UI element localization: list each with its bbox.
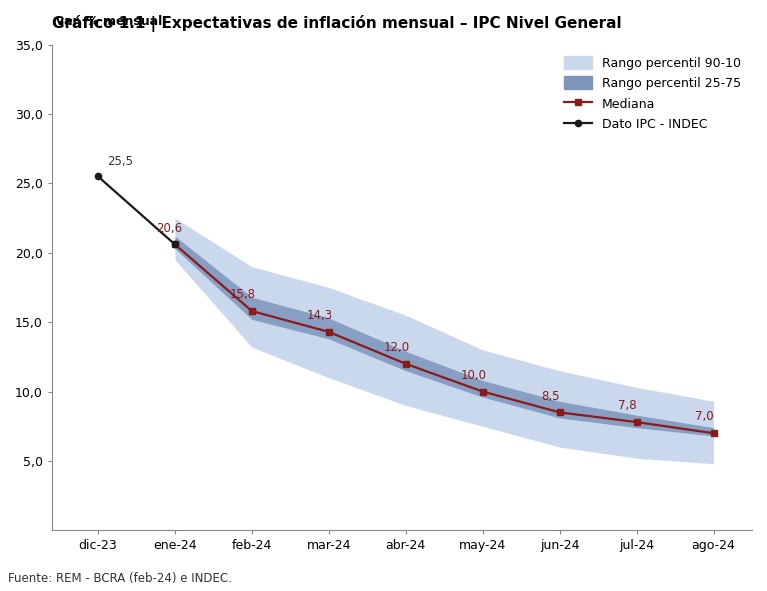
Text: 15,8: 15,8: [229, 288, 255, 301]
Text: 20,6: 20,6: [156, 222, 182, 235]
Text: 8,5: 8,5: [542, 389, 560, 402]
Text: 12,0: 12,0: [384, 341, 410, 354]
Text: 10,0: 10,0: [460, 369, 486, 382]
Text: Fuente: REM - BCRA (feb-24) e INDEC.: Fuente: REM - BCRA (feb-24) e INDEC.: [8, 572, 232, 585]
Text: 14,3: 14,3: [307, 309, 333, 322]
Text: Gráfico 1.1 | Expectativas de inflación mensual – IPC Nivel General: Gráfico 1.1 | Expectativas de inflación …: [52, 15, 621, 32]
Text: 7,8: 7,8: [618, 400, 637, 413]
Legend: Rango percentil 90-10, Rango percentil 25-75, Mediana, Dato IPC - INDEC: Rango percentil 90-10, Rango percentil 2…: [559, 51, 746, 136]
Text: var. % mensual: var. % mensual: [56, 15, 162, 28]
Text: 7,0: 7,0: [695, 411, 713, 424]
Text: 25,5: 25,5: [107, 155, 133, 168]
